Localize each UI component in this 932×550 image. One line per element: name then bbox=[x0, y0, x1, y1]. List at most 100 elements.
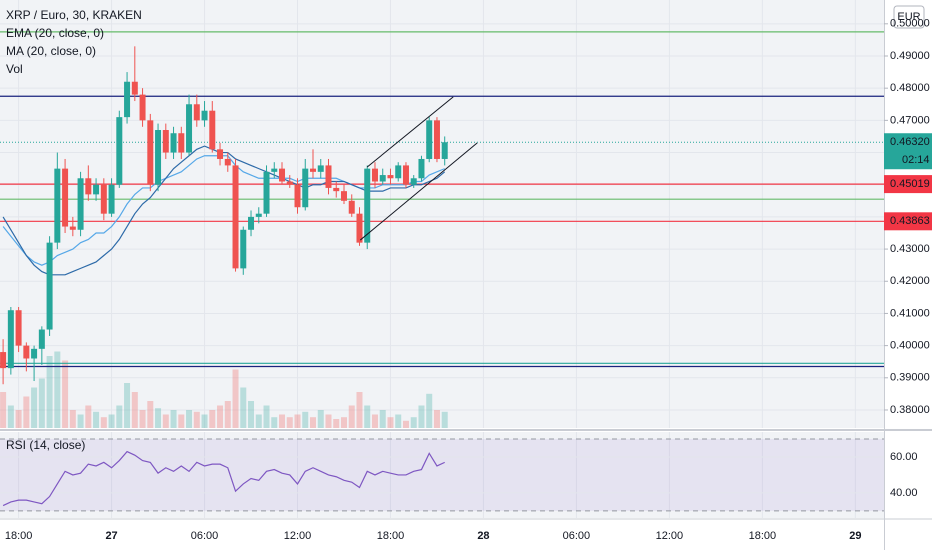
volume-bar bbox=[209, 410, 216, 428]
volume-bar bbox=[38, 378, 45, 428]
candle-body bbox=[441, 142, 448, 159]
indicator-label: MA (20, close, 0) bbox=[6, 44, 96, 58]
candle-body bbox=[248, 216, 255, 230]
candle-body bbox=[193, 104, 200, 121]
volume-bar bbox=[186, 410, 193, 428]
volume-bar bbox=[286, 417, 293, 428]
candle-body bbox=[356, 213, 363, 243]
candle-body bbox=[77, 178, 84, 230]
volume-bar bbox=[116, 405, 123, 428]
volume-bar bbox=[31, 387, 38, 428]
candle-body bbox=[364, 168, 371, 243]
candle-body bbox=[263, 171, 270, 214]
y-tick-label: 0.39000 bbox=[890, 372, 930, 384]
volume-bar bbox=[7, 405, 14, 428]
candle-body bbox=[147, 120, 154, 185]
candle-body bbox=[186, 104, 193, 153]
candle-body bbox=[402, 165, 409, 185]
x-tick-label: 06:00 bbox=[191, 530, 219, 542]
volume-bar bbox=[100, 417, 107, 428]
trendline bbox=[359, 142, 478, 241]
volume-bar bbox=[364, 405, 371, 428]
volume-label: Vol bbox=[6, 62, 23, 76]
volume-bar bbox=[108, 414, 115, 428]
volume-bar bbox=[162, 414, 169, 428]
volume-bar bbox=[255, 414, 262, 428]
last-price-tag bbox=[884, 133, 932, 170]
y-tick-label: 0.50000 bbox=[890, 18, 930, 30]
volume-bar bbox=[93, 411, 100, 428]
candle-body bbox=[100, 184, 107, 214]
volume-bar bbox=[263, 405, 270, 428]
currency-button[interactable] bbox=[893, 5, 925, 29]
volume-bar bbox=[23, 396, 30, 428]
volume-bar bbox=[248, 401, 255, 428]
y-tick-label: 0.40000 bbox=[890, 340, 930, 352]
volume-bar bbox=[217, 405, 224, 428]
candle-body bbox=[31, 348, 38, 359]
plot-layer bbox=[0, 0, 884, 518]
candle-body bbox=[116, 117, 123, 185]
volume-bar bbox=[0, 392, 7, 428]
volume-bar bbox=[302, 411, 309, 428]
y-tick-label: 0.47000 bbox=[890, 114, 930, 126]
volume-bar bbox=[131, 392, 138, 428]
y-tick-label: 0.49000 bbox=[890, 50, 930, 62]
volume-bar bbox=[62, 360, 69, 428]
volume-bar bbox=[441, 411, 448, 428]
volume-bar bbox=[387, 417, 394, 428]
indicator-line bbox=[2, 155, 445, 266]
volume-bar bbox=[410, 417, 417, 428]
candle-body bbox=[317, 165, 324, 172]
candle-body bbox=[348, 200, 355, 214]
last-price-label: 0.46320 bbox=[890, 136, 930, 148]
volume-bar bbox=[356, 392, 363, 428]
candle-body bbox=[271, 168, 278, 172]
volume-bar bbox=[395, 414, 402, 428]
currency-label[interactable]: EUR bbox=[897, 11, 920, 23]
volume-bar bbox=[85, 405, 92, 428]
y-tick-label: 0.42000 bbox=[890, 275, 930, 287]
volume-bar bbox=[15, 410, 22, 428]
candle-body bbox=[286, 181, 293, 185]
volume-bar bbox=[433, 410, 440, 428]
candle-body bbox=[340, 191, 347, 201]
candle-body bbox=[0, 352, 7, 369]
candle-body bbox=[433, 120, 440, 159]
volume-bar bbox=[170, 410, 177, 428]
candle-body bbox=[217, 149, 224, 159]
candle-body bbox=[379, 175, 386, 182]
volume-bar bbox=[294, 414, 301, 428]
x-tick-label: 12:00 bbox=[656, 530, 684, 542]
volume-bar bbox=[340, 417, 347, 428]
rsi-pane bbox=[0, 432, 884, 518]
x-tick-label: 18:00 bbox=[5, 530, 33, 542]
candle-body bbox=[209, 110, 216, 150]
y-tick-label: 0.43000 bbox=[890, 243, 930, 255]
countdown-label: 02:14 bbox=[902, 154, 930, 166]
candle-body bbox=[139, 94, 146, 121]
price-pane bbox=[0, 0, 884, 428]
price-level-label: 0.43863 bbox=[890, 215, 930, 227]
candle-body bbox=[410, 178, 417, 185]
volume-bar bbox=[46, 356, 53, 428]
volume-bar bbox=[201, 414, 208, 428]
volume-bar bbox=[69, 410, 76, 428]
candle-body bbox=[131, 81, 138, 95]
candle-body bbox=[279, 168, 286, 182]
candle-body bbox=[62, 168, 69, 227]
volume-bar bbox=[139, 410, 146, 428]
volume-bar bbox=[325, 414, 332, 428]
volume-bar bbox=[232, 369, 239, 428]
volume-bar bbox=[279, 414, 286, 428]
candle-body bbox=[387, 175, 394, 179]
candle-body bbox=[302, 168, 309, 208]
rsi-band bbox=[0, 438, 884, 511]
candle-body bbox=[255, 213, 262, 217]
candle-body bbox=[201, 110, 208, 121]
volume-bar bbox=[155, 408, 162, 428]
y-tick-label: 60.00 bbox=[890, 451, 918, 463]
candle-body bbox=[108, 184, 115, 214]
volume-bar bbox=[193, 411, 200, 428]
